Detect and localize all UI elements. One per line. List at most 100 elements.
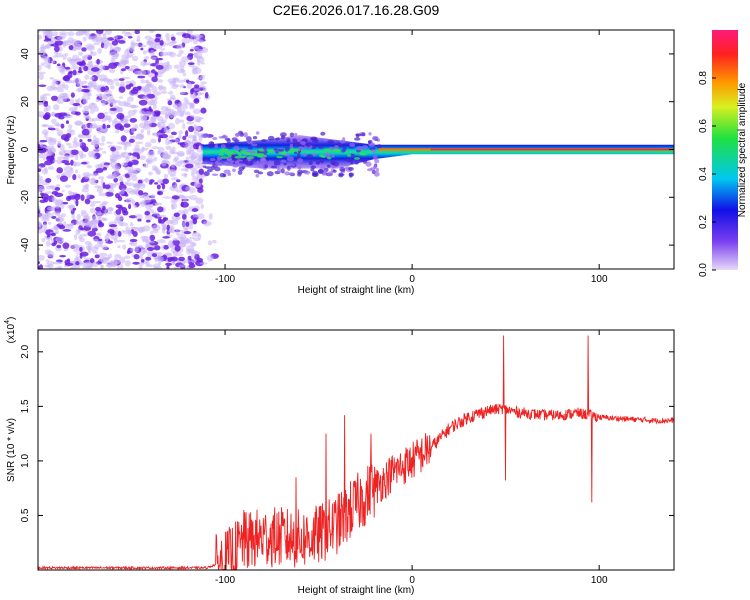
- noise-blob: [97, 130, 103, 134]
- band-core-blob: [227, 154, 232, 158]
- noise-blob: [158, 85, 165, 90]
- band-scatter-blob: [261, 139, 267, 142]
- noise-blob: [62, 229, 72, 232]
- noise-blob: [142, 125, 149, 131]
- noise-blob: [94, 254, 100, 259]
- noise-blob: [144, 120, 152, 127]
- noise-blob: [78, 66, 82, 74]
- noise-blob: [147, 41, 154, 46]
- noise-blob: [102, 123, 106, 130]
- noise-blob: [144, 96, 149, 101]
- noise-blob: [120, 152, 126, 156]
- noise-blob: [62, 40, 67, 48]
- noise-blob: [173, 212, 180, 218]
- noise-blob: [51, 242, 57, 247]
- band-scatter-blob: [206, 168, 213, 173]
- noise-blob: [63, 136, 70, 142]
- noise-blob: [46, 210, 50, 216]
- noise-blob: [75, 244, 79, 249]
- noise-blob: [52, 211, 61, 215]
- noise-blob: [118, 86, 126, 93]
- band-scatter-blob: [356, 145, 364, 151]
- noise-blob: [55, 199, 64, 203]
- noise-blob: [106, 80, 115, 86]
- noise-blob: [123, 123, 131, 128]
- noise-blob: [121, 54, 127, 59]
- noise-blob: [106, 37, 115, 41]
- noise-blob: [93, 64, 100, 68]
- noise-blob: [96, 232, 102, 237]
- noise-blob: [151, 253, 158, 258]
- noise-blob: [90, 200, 98, 204]
- band-scatter-blob: [279, 132, 287, 138]
- noise-blob: [68, 124, 73, 130]
- noise-blob: [188, 194, 198, 201]
- noise-blob: [118, 96, 124, 99]
- noise-blob: [75, 154, 79, 161]
- band-scatter-blob: [212, 136, 218, 141]
- noise-blob: [71, 109, 76, 114]
- noise-blob: [112, 78, 120, 82]
- noise-blob: [145, 256, 152, 261]
- noise-blob: [147, 150, 156, 158]
- band-core-blob: [234, 155, 242, 159]
- noise-blob: [130, 126, 135, 134]
- noise-blob: [70, 92, 75, 98]
- noise-blob: [99, 203, 104, 209]
- noise-blob: [81, 123, 88, 128]
- noise-blob: [57, 140, 62, 146]
- noise-blob: [180, 201, 184, 208]
- noise-blob: [144, 56, 150, 60]
- noise-blob: [147, 99, 155, 106]
- noise-blob: [188, 263, 196, 269]
- noise-blob: [144, 203, 153, 210]
- noise-blob: [44, 191, 53, 194]
- band-core-blob: [239, 155, 246, 159]
- noise-blob: [206, 254, 214, 262]
- noise-blob: [39, 199, 47, 204]
- noise-blob: [94, 185, 103, 189]
- noise-blob: [124, 49, 129, 56]
- noise-blob: [173, 266, 179, 269]
- noise-blob: [171, 204, 175, 211]
- noise-blob: [143, 110, 153, 117]
- noise-blob: [102, 182, 106, 189]
- noise-blob: [85, 183, 90, 189]
- band-scatter-blob: [304, 142, 313, 147]
- noise-blob: [121, 162, 128, 167]
- band-scatter-blob: [314, 137, 318, 142]
- colorbar-tick-label: 0.2: [698, 215, 709, 229]
- noise-blob: [160, 50, 164, 57]
- noise-blob: [65, 224, 73, 227]
- noise-blob: [38, 73, 45, 80]
- band-scatter-blob: [375, 167, 379, 173]
- noise-blob: [97, 222, 105, 228]
- noise-blob: [190, 141, 194, 147]
- noise-blob: [181, 38, 191, 44]
- noise-blob: [67, 190, 73, 195]
- noise-blob: [153, 182, 159, 185]
- noise-blob: [98, 192, 107, 197]
- noise-blob: [49, 76, 55, 80]
- noise-blob: [202, 220, 212, 227]
- noise-blob: [51, 196, 56, 202]
- noise-blob: [138, 264, 143, 269]
- noise-blob: [128, 68, 135, 72]
- band-scatter-blob: [345, 157, 352, 163]
- band-scatter-blob: [270, 165, 278, 169]
- noise-blob: [171, 195, 180, 200]
- noise-blob: [84, 198, 91, 205]
- noise-blob: [166, 60, 171, 68]
- band-core-blob: [240, 150, 246, 153]
- band-scatter-blob: [259, 157, 267, 162]
- noise-blob: [47, 40, 54, 45]
- band-scatter-blob: [255, 145, 262, 148]
- noise-blob: [60, 159, 70, 164]
- spectrogram-x-tick-label: 100: [591, 274, 608, 285]
- noise-blob: [137, 244, 144, 248]
- noise-blob: [70, 149, 79, 156]
- band-scatter-blob: [234, 139, 240, 143]
- noise-blob: [105, 98, 115, 102]
- band-scatter-blob: [331, 165, 336, 169]
- noise-blob: [75, 219, 80, 226]
